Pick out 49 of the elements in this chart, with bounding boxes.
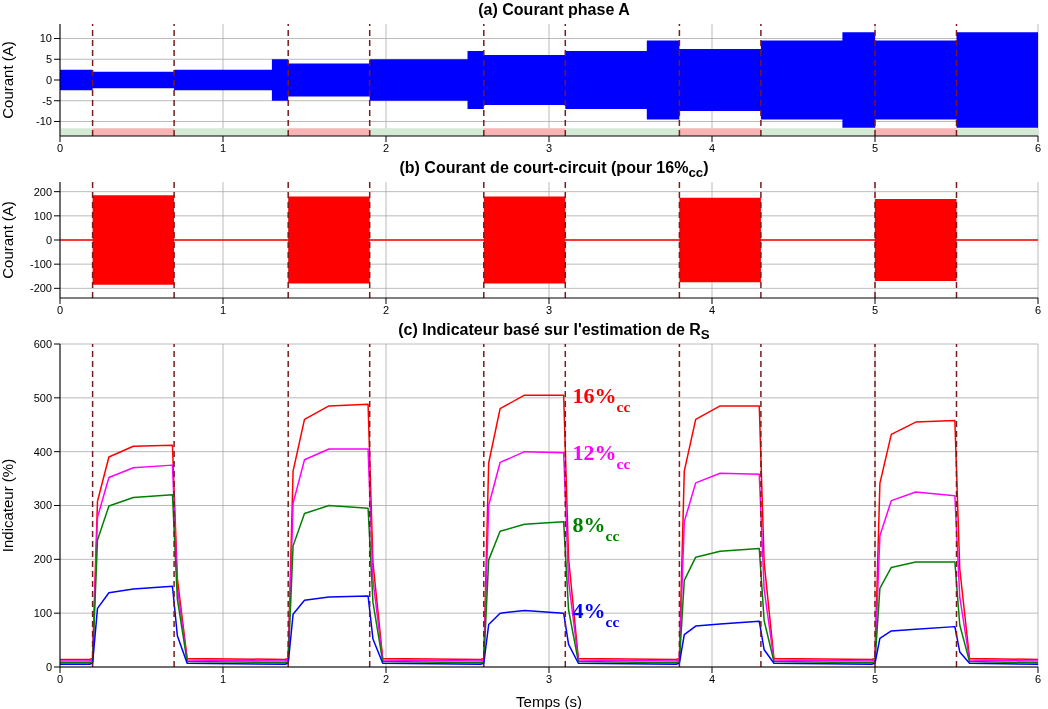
x-tick-label: 2 [382,141,390,154]
y-tick-label: 200 [33,553,52,566]
y-tick-label: 100 [33,209,52,222]
y-tick-label: -10 [36,115,52,128]
x-tick-label: 4 [708,672,716,685]
x-tick-label: 5 [871,303,879,316]
y-tick-label: 10 [39,32,52,45]
line-series [60,448,1038,662]
y-tick-label: 400 [33,445,52,458]
x-tick-label: 4 [708,303,716,316]
x-tick-label: 5 [871,672,879,685]
x-tick-label: 2 [382,303,390,316]
x-tick-label: 1 [219,141,227,154]
y-axis-title: Courant (A) [0,201,17,279]
series-label: 8%$_{cc}$ [572,512,620,544]
y-axis-title: Indicateur (%) [0,458,17,553]
y-tick-label: -5 [42,94,52,107]
y-tick-label: 0 [45,73,52,86]
y-axis-title: Courant (A) [0,41,17,119]
line-series [60,493,1038,664]
chart-title: (a) Courant phase A [477,0,631,20]
y-tick-label: 500 [33,391,52,404]
x-tick-label: 3 [545,672,553,685]
x-tick-label: 0 [56,672,64,685]
x-tick-label: 4 [708,141,716,154]
x-tick-label: 2 [382,672,390,685]
chart-title: (c) Indicateur basé sur l'estimation de R$_{S}$ [398,321,710,343]
y-tick-label: 5 [45,53,52,66]
y-tick-label: 0 [45,233,52,246]
y-tick-label: -100 [29,258,52,271]
y-tick-label: 200 [33,185,52,198]
x-tick-label: 1 [219,303,227,316]
series-label: 16%$_{cc}$ [572,383,631,415]
series-label: 12%$_{cc}$ [572,439,631,472]
chart-title: (b) Courant de court-circuit (pour 16%$_{cc}$) [398,158,710,181]
x-tick-label: 6 [1034,141,1042,154]
x-tick-label: 6 [1034,672,1042,685]
y-tick-label: -200 [29,282,52,295]
x-tick-label: 3 [545,303,553,316]
x-tick-label: 1 [219,672,227,685]
y-tick-label: 100 [33,607,52,620]
x-tick-label: 6 [1034,303,1042,316]
x-tick-label: 5 [871,141,879,154]
x-tick-label: 0 [56,141,64,154]
y-tick-label: 0 [45,660,52,673]
y-tick-label: 300 [33,499,52,512]
x-tick-label: 0 [56,303,64,316]
x-tick-label: 3 [545,141,553,154]
y-tick-label: 600 [33,337,52,350]
